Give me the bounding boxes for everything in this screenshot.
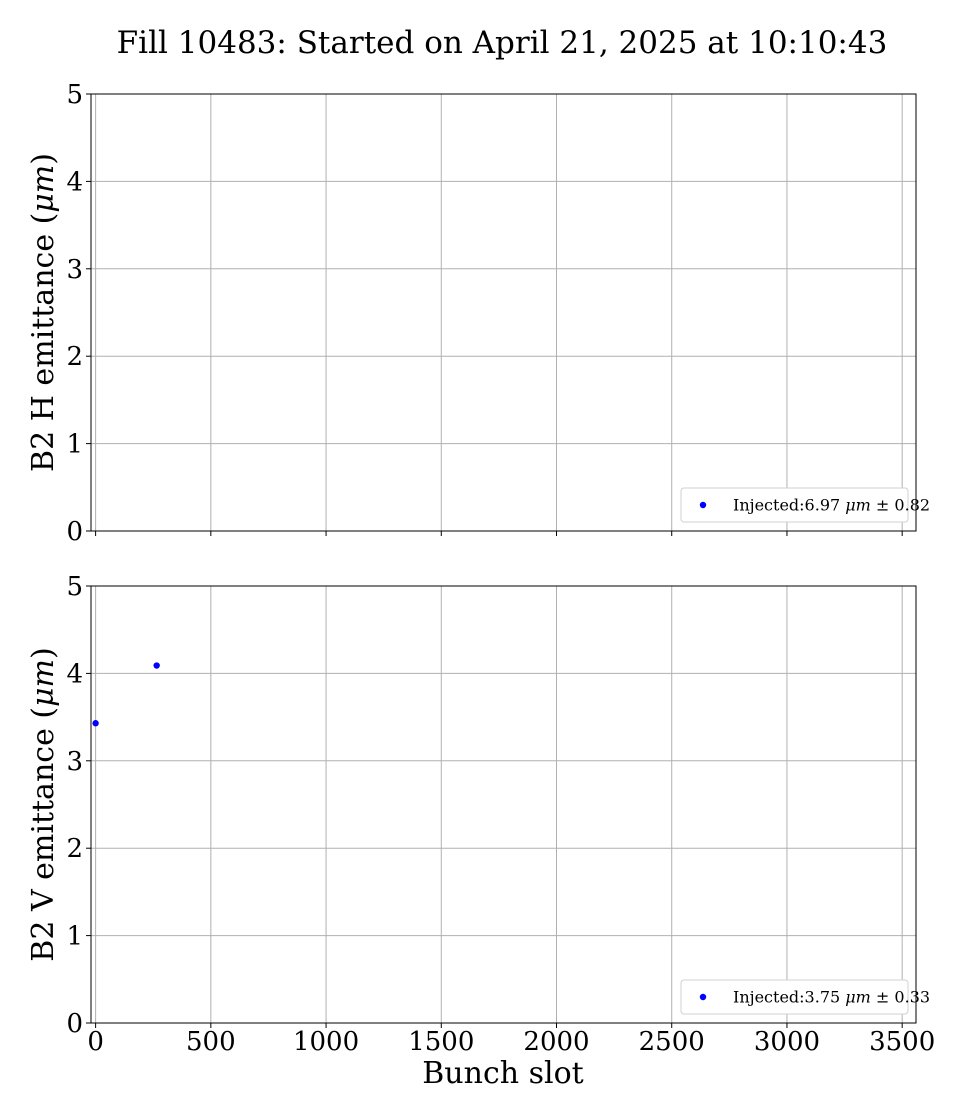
chart-panels: 0 1 2 3 4 5 B2 H emittance (μm) Injected:6.97 μ… — [26, 80, 935, 1057]
y-axis-label: B2 H emittance (μm) — [26, 153, 61, 472]
chart-panel-1: 0 1 2 3 4 5 B2 H emittance (μm) Injected:6.97 μ… — [26, 80, 930, 547]
x-tick-label: 3500 — [869, 1027, 935, 1057]
x-tick-label: 1000 — [293, 1027, 359, 1057]
y-tick-label: 2 — [66, 342, 83, 372]
legend-entry: Injected:6.97 μm ± 0.82 — [733, 496, 930, 515]
x-tick-label: 500 — [186, 1027, 236, 1057]
x-tick-label: 3000 — [754, 1027, 820, 1057]
y-tick-label: 0 — [66, 517, 83, 547]
plot-frame — [90, 585, 917, 1024]
y-tick-label: 5 — [66, 572, 83, 602]
legend-entry: Injected:3.75 μm ± 0.33 — [733, 988, 930, 1007]
y-tick-label: 1 — [66, 922, 83, 952]
chart-panel-2: 0 1 2 3 4 5 0 500 1000 1500 2000 2500 3000 3500 B2 V e… — [26, 572, 935, 1057]
chart-title: Fill 10483: Started on April 21, 2025 at… — [117, 25, 888, 61]
legend-marker — [699, 993, 707, 1001]
y-tick-label: 3 — [66, 255, 83, 285]
data-point — [92, 720, 99, 727]
data-point — [153, 662, 160, 669]
x-tick-label: 1500 — [408, 1027, 474, 1057]
y-tick-label: 1 — [66, 430, 83, 460]
plot-frame — [90, 93, 917, 532]
y-tick-label: 5 — [66, 80, 83, 110]
x-tick-label: 2000 — [523, 1027, 589, 1057]
legend-marker — [699, 501, 707, 509]
y-tick-label: 4 — [66, 659, 83, 689]
x-axis-label: Bunch slot — [422, 1056, 583, 1091]
y-tick-label: 3 — [66, 747, 83, 777]
legend-box — [680, 979, 909, 1015]
y-tick-label: 4 — [66, 167, 83, 197]
legend-box — [680, 487, 909, 523]
x-tick-label: 2500 — [639, 1027, 705, 1057]
y-axis-label: B2 V emittance (μm) — [26, 647, 61, 961]
x-tick-label: 0 — [87, 1027, 104, 1057]
y-tick-label: 0 — [66, 1009, 83, 1039]
y-tick-label: 2 — [66, 834, 83, 864]
